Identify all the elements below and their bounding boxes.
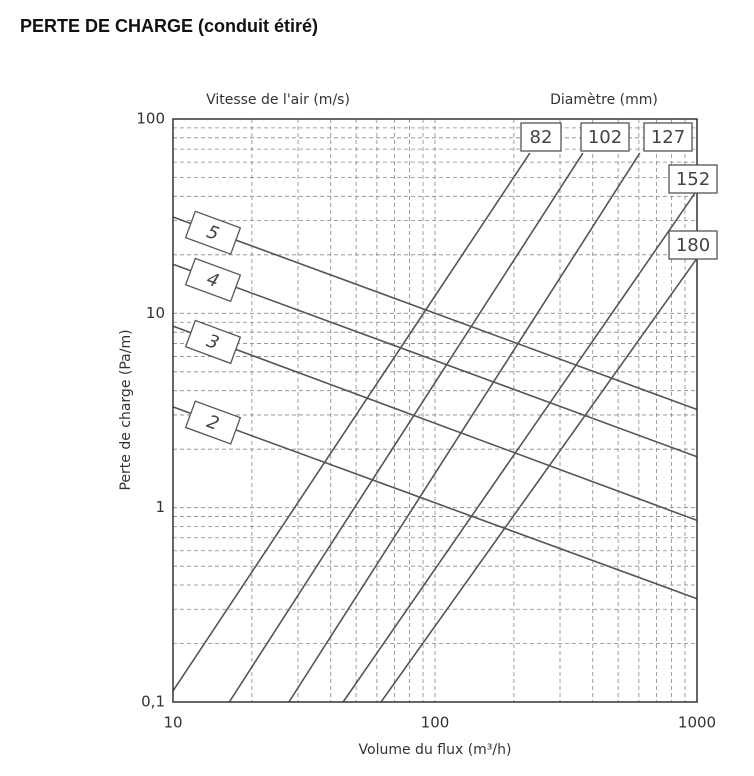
diameter-label: 180 — [668, 230, 718, 260]
x-tick-label: 10 — [163, 714, 182, 732]
plot-frame — [172, 118, 698, 703]
y-tick-label: 100 — [136, 110, 165, 128]
line — [172, 263, 698, 458]
velocity-heading: Vitesse de l'air (m/s) — [206, 92, 350, 108]
y-tick-label: 10 — [146, 304, 165, 322]
label-box — [668, 164, 718, 194]
label-box — [668, 230, 718, 260]
label-text: 102 — [588, 127, 622, 148]
diameter-label: 152 — [668, 164, 718, 194]
label-box — [184, 400, 242, 445]
lines — [172, 152, 698, 703]
line — [172, 152, 531, 692]
line-labels: 82 102 127 152 180 54 3 2 — [184, 122, 718, 445]
label-box — [643, 122, 693, 152]
grid — [172, 118, 698, 703]
label-box — [184, 257, 242, 303]
line — [172, 216, 698, 411]
x-tick-label: 1000 — [678, 714, 716, 732]
velocity-label: 2 — [184, 400, 242, 445]
x-tick-label: 100 — [421, 714, 450, 732]
label-text: 82 — [530, 127, 553, 148]
diameter-label: 82 — [520, 122, 562, 152]
label-box — [580, 122, 630, 152]
line — [288, 152, 641, 703]
line — [172, 325, 698, 522]
line — [172, 406, 698, 600]
y-axis-label: Perte de charge (Pa/m) — [118, 329, 134, 490]
diameter-label: 102 — [580, 122, 630, 152]
y-tick-label: 1 — [155, 498, 165, 516]
label-box — [184, 319, 242, 365]
label-box — [520, 122, 562, 152]
x-axis-label: Volume du flux (m³/h) — [359, 742, 512, 758]
chart-title: PERTE DE CHARGE (conduit étiré) — [20, 16, 318, 36]
line — [342, 189, 698, 703]
diameter-label: 127 — [643, 122, 693, 152]
diameter-heading: Diamètre (mm) — [550, 92, 658, 108]
y-tick-label: 0,1 — [141, 693, 165, 711]
velocity-label: 3 — [184, 319, 242, 365]
velocity-label: 5 — [184, 210, 242, 255]
label-box — [184, 210, 242, 255]
line — [228, 152, 584, 703]
velocity-label: 4 — [184, 257, 242, 303]
line — [380, 257, 698, 703]
label-text: 127 — [651, 127, 685, 148]
label-text: 152 — [676, 169, 710, 190]
label-text: 180 — [676, 235, 710, 256]
